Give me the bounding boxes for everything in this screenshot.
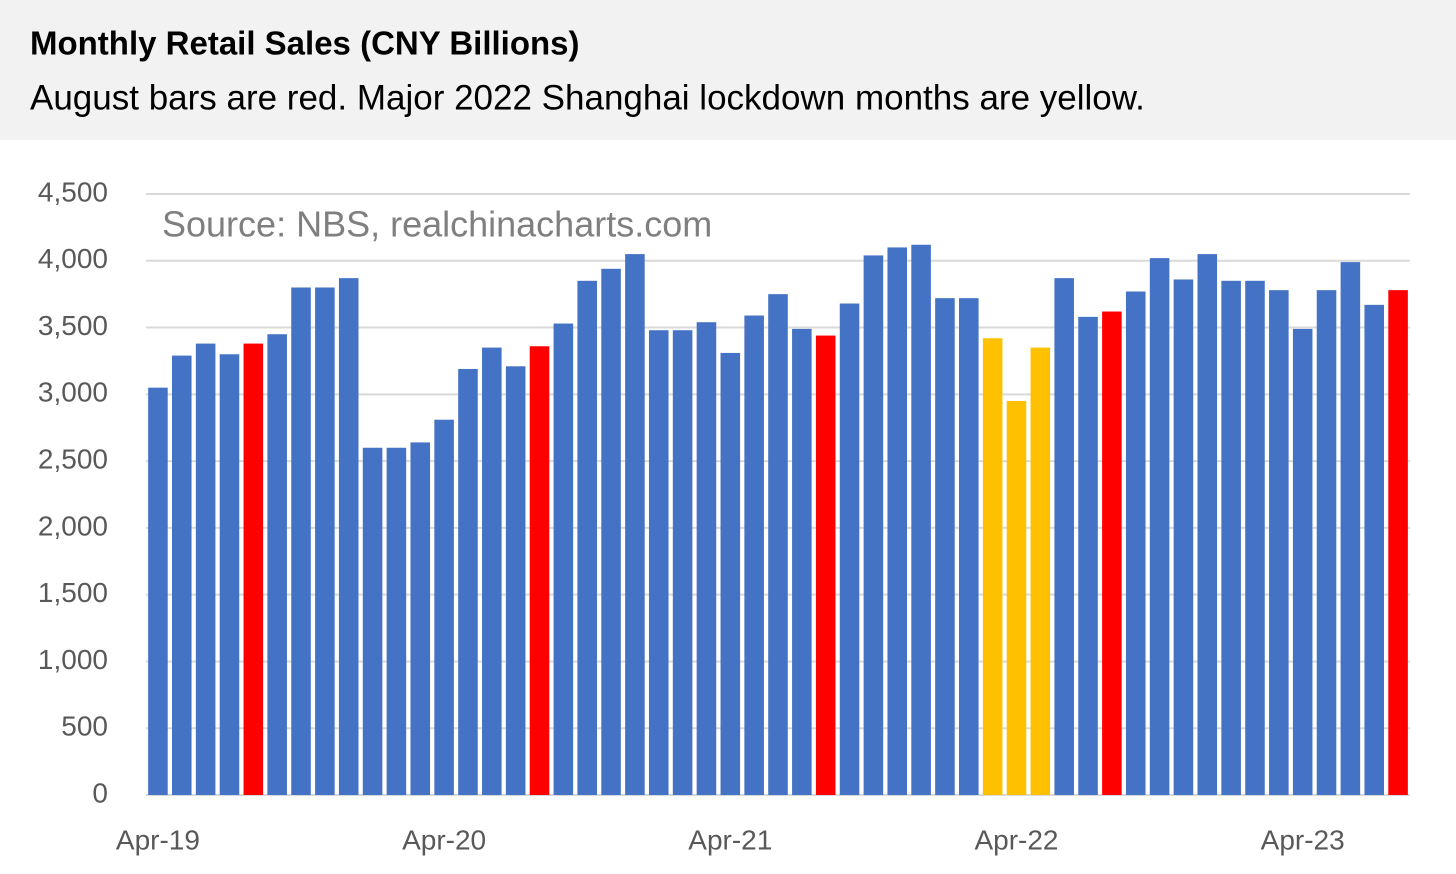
y-tick-label: 2,500 — [38, 444, 108, 475]
bar — [959, 298, 979, 795]
bar — [911, 244, 931, 796]
header-band — [0, 0, 1456, 140]
bar — [1316, 290, 1337, 795]
bar — [815, 335, 836, 795]
bar — [195, 343, 216, 795]
bar — [935, 298, 955, 795]
chart-subtitle: August bars are red. Major 2022 Shanghai… — [30, 78, 1145, 117]
chart-title: Monthly Retail Sales (CNY Billions) — [30, 25, 579, 62]
bar — [1030, 347, 1051, 795]
y-tick-label: 1,500 — [38, 577, 108, 608]
bar — [1102, 311, 1122, 795]
bar — [648, 330, 669, 795]
bar — [1197, 254, 1218, 796]
bar — [768, 294, 788, 795]
bar — [362, 447, 383, 795]
bar — [672, 330, 693, 795]
bar — [744, 315, 764, 795]
bar — [148, 387, 168, 795]
bar — [458, 368, 478, 795]
y-tick-label: 4,500 — [38, 176, 108, 207]
bar — [1078, 316, 1098, 795]
x-tick-label: Apr-21 — [688, 824, 772, 855]
bar — [410, 442, 431, 795]
y-tick-label: 3,500 — [38, 310, 108, 341]
bar — [625, 254, 645, 796]
bar — [482, 347, 502, 795]
y-tick-label: 0 — [92, 777, 108, 808]
bar — [601, 268, 621, 795]
bar — [1125, 291, 1146, 795]
bar — [720, 352, 741, 795]
bar — [887, 247, 908, 795]
bar — [1006, 401, 1027, 795]
bar — [863, 255, 884, 796]
bar — [577, 280, 597, 795]
bar — [1340, 262, 1361, 795]
x-tick-label: Apr-22 — [974, 824, 1058, 855]
y-tick-label: 2,000 — [38, 510, 108, 541]
x-tick-label: Apr-23 — [1261, 824, 1345, 855]
bar — [553, 323, 574, 795]
bar — [982, 338, 1003, 795]
bar — [792, 328, 812, 795]
bar — [696, 322, 717, 795]
bar — [267, 334, 287, 795]
bar — [1173, 279, 1194, 795]
bar — [1245, 280, 1265, 795]
bar — [171, 355, 192, 795]
source-annotation: Source: NBS, realchinacharts.com — [162, 204, 712, 245]
bar — [219, 354, 240, 795]
bar — [1364, 304, 1385, 795]
bar — [505, 366, 526, 795]
bar — [1221, 280, 1241, 795]
bar — [1054, 278, 1074, 795]
bar — [434, 419, 454, 795]
bar — [1149, 258, 1170, 795]
bar — [1292, 328, 1313, 795]
bar — [1388, 290, 1408, 795]
x-tick-label: Apr-19 — [116, 824, 200, 855]
bar — [386, 447, 407, 795]
x-tick-label: Apr-20 — [402, 824, 486, 855]
bar — [338, 278, 359, 795]
y-tick-label: 500 — [61, 711, 108, 742]
bar — [839, 303, 860, 795]
y-tick-label: 4,000 — [38, 243, 108, 274]
bar — [529, 346, 550, 795]
bar — [291, 287, 311, 795]
bar — [1269, 290, 1289, 795]
y-tick-label: 3,000 — [38, 377, 108, 408]
y-tick-label: 1,000 — [38, 644, 108, 675]
bar — [243, 343, 264, 795]
bar — [315, 287, 335, 795]
